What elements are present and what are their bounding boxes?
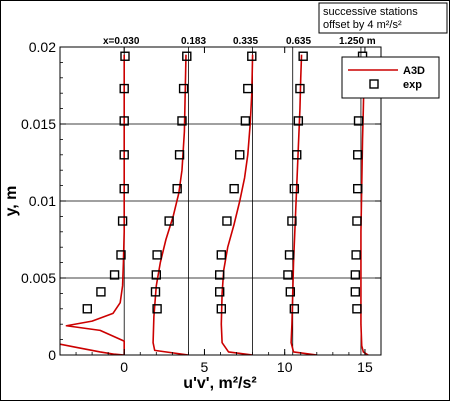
y-tick-label: 0.02 (29, 39, 56, 55)
series-a3d-line-0 (60, 54, 125, 355)
exp-marker (283, 270, 293, 280)
y-tick-label: 0.01 (29, 193, 56, 209)
offset-note: successive stations offset by 4 m²/s² (318, 2, 448, 34)
legend: A3D exp (341, 56, 440, 99)
exp-marker (116, 250, 126, 260)
exp-marker (174, 150, 185, 160)
exp-marker (82, 304, 92, 314)
y-tick-label: 0.005 (21, 270, 56, 286)
exp-marker (182, 51, 192, 61)
exp-marker (222, 216, 232, 226)
exp-marker (152, 304, 162, 314)
offset-note-box (318, 2, 448, 34)
exp-marker (216, 304, 227, 314)
exp-marker (353, 150, 363, 160)
series-a3d-line-3 (290, 54, 317, 355)
exp-marker (109, 270, 120, 280)
series-a3d-line-2 (220, 54, 254, 355)
exp-marker (289, 304, 300, 314)
exp-marker (350, 287, 361, 297)
plot-data (60, 51, 369, 355)
exp-marker (120, 51, 130, 61)
station-labels: x=0.030 0.183 0.335 0.635 1.250 m (103, 36, 376, 47)
exp-marker (287, 216, 297, 226)
offset-note-line2: offset by 4 m²/s² (323, 19, 402, 31)
exp-marker (353, 183, 363, 194)
x-tick-label: 5 (201, 359, 209, 375)
exp-marker (177, 116, 187, 126)
series-a3d-line-1 (152, 54, 189, 355)
station-label-5: 1.250 m (339, 36, 376, 47)
exp-marker (350, 270, 361, 280)
exp-marker (351, 250, 361, 260)
exp-marker (284, 250, 295, 260)
exp-marker (150, 287, 161, 297)
exp-marker (151, 270, 162, 280)
x-tick-label: 10 (277, 359, 293, 375)
exp-marker (172, 183, 182, 194)
axis-ticks: 0 0.005 0.01 0.015 0.02 0 5 10 15 (21, 39, 382, 375)
exp-marker (289, 183, 300, 194)
exp-marker (229, 183, 239, 194)
exp-marker (214, 270, 225, 280)
station-label-3: 0.335 (233, 36, 258, 47)
exp-marker (214, 287, 225, 297)
exp-marker (295, 83, 305, 94)
station-label-4: 0.635 (286, 36, 311, 47)
exp-marker (119, 83, 129, 94)
exp-marker (298, 51, 308, 61)
exp-marker (352, 304, 362, 314)
exp-marker (216, 250, 227, 260)
exp-marker (243, 83, 253, 94)
exp-marker (352, 216, 362, 226)
legend-label-a3d: A3D (403, 65, 425, 77)
exp-marker (293, 116, 304, 126)
exp-marker (240, 116, 251, 126)
exp-marker (96, 287, 106, 297)
exp-marker (247, 51, 257, 61)
station-label-2: 0.183 (181, 36, 206, 47)
exp-marker (235, 150, 245, 160)
exp-marker (292, 150, 302, 160)
exp-marker (119, 150, 129, 160)
y-tick-label: 0 (48, 347, 56, 363)
legend-label-exp: exp (403, 79, 422, 91)
exp-marker (285, 287, 296, 297)
exp-marker (119, 116, 129, 126)
exp-marker (178, 83, 189, 94)
exp-marker (353, 116, 364, 126)
legend-square-swatch (369, 79, 379, 89)
station-label-1: x=0.030 (103, 36, 140, 47)
y-axis-title: y, m (3, 186, 20, 217)
exp-marker (119, 183, 129, 194)
exp-marker (152, 250, 162, 260)
exp-marker (117, 216, 128, 226)
offset-note-line1: successive stations (323, 6, 418, 18)
x-tick-label: 15 (357, 359, 373, 375)
exp-marker (164, 216, 174, 226)
y-tick-label: 0.015 (21, 116, 56, 132)
x-axis-title: u'v', m²/s² (183, 375, 256, 392)
x-tick-label: 0 (120, 359, 128, 375)
legend-box (341, 56, 440, 99)
